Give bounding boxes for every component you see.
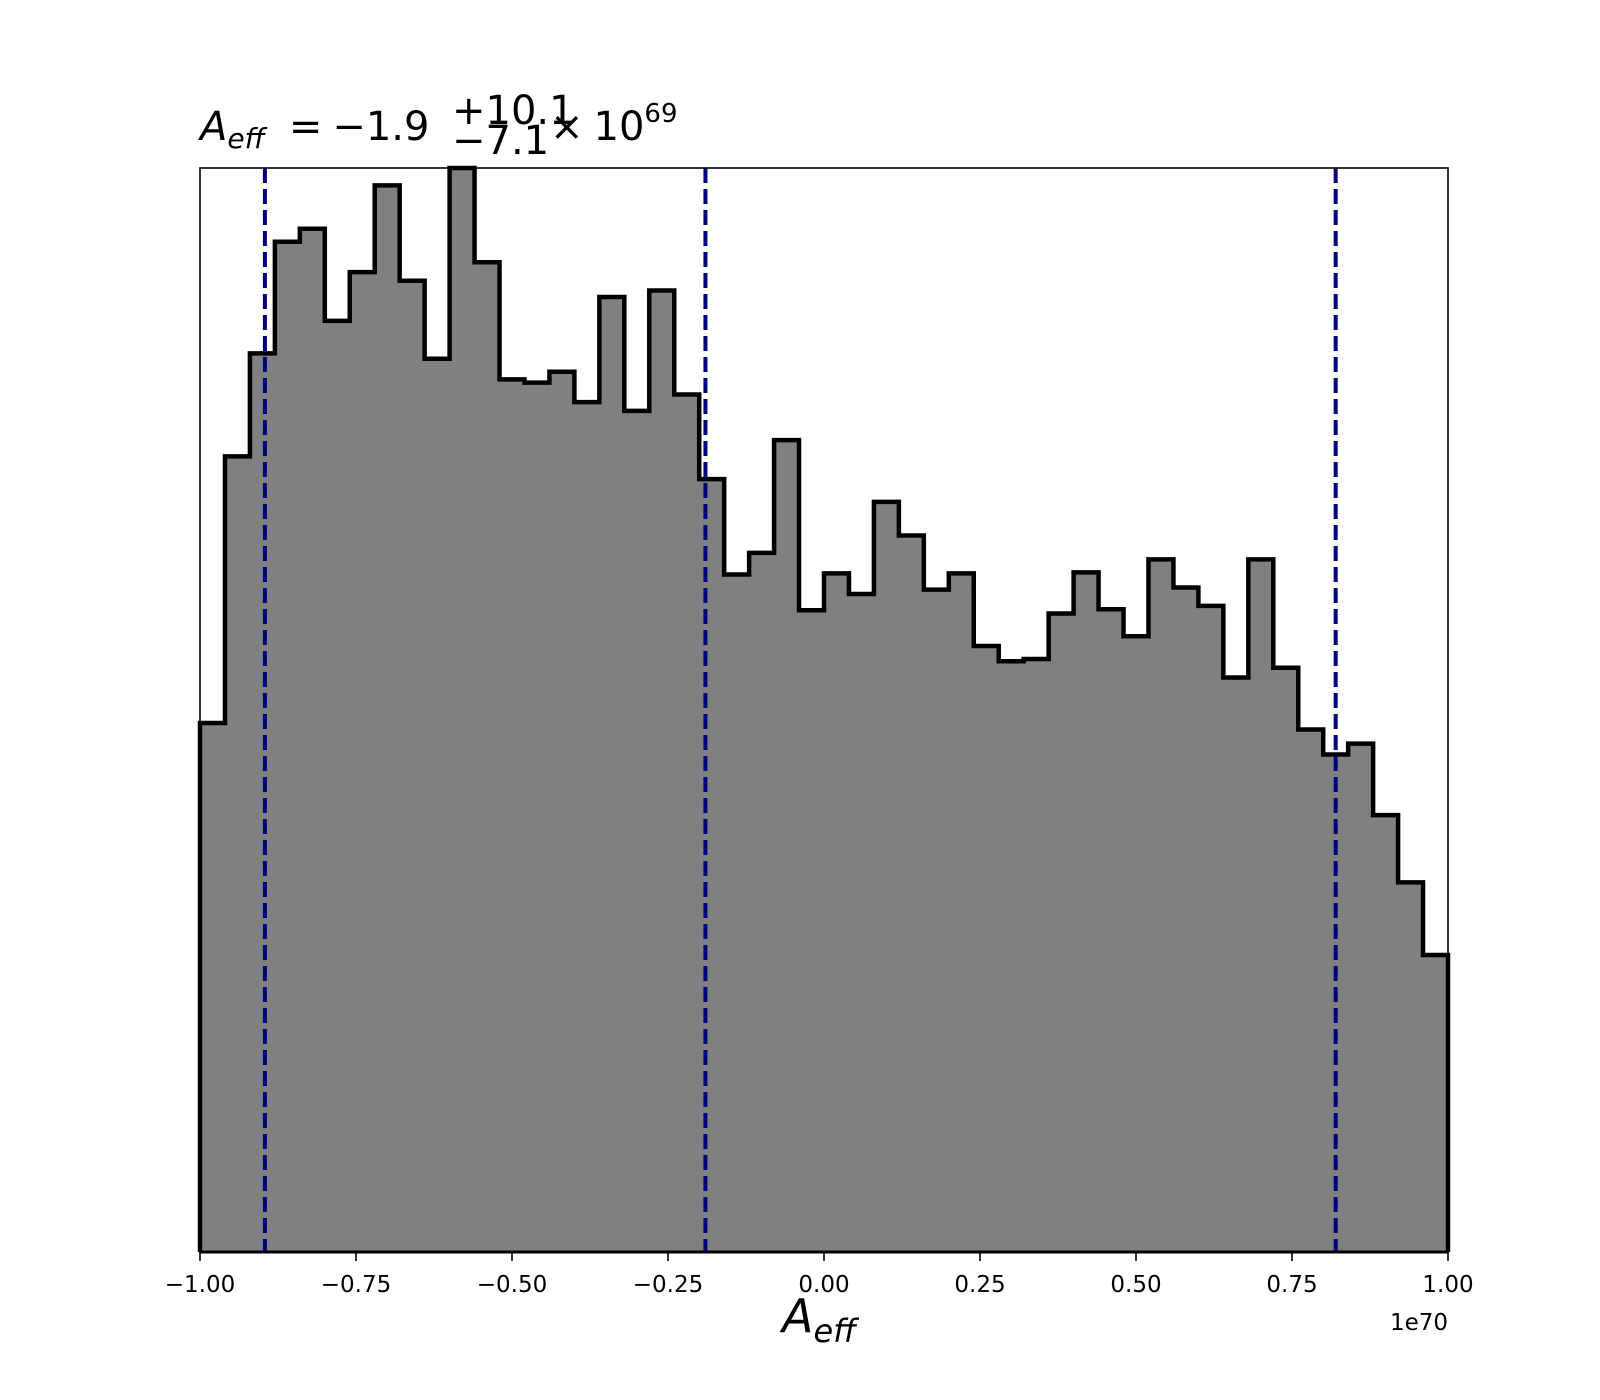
x-axis-ticks: −1.00 −0.75 −0.50 −0.25 0.00 0.25 0.50 0.75 1.00 <box>165 1252 1474 1298</box>
histogram-bar <box>274 241 301 1252</box>
histogram-bar <box>449 168 476 1252</box>
histogram-bar <box>549 371 575 1252</box>
histogram-bar <box>923 589 950 1252</box>
title-exponent: 69 <box>644 99 677 129</box>
histogram-bar <box>824 573 850 1252</box>
histogram-bar <box>249 353 276 1252</box>
histogram-bar <box>1373 815 1399 1252</box>
x-tick-label: −0.75 <box>321 1272 391 1298</box>
x-tick-label: 0.75 <box>1266 1272 1317 1298</box>
histogram-bar <box>574 402 600 1252</box>
x-tick-label: 0.50 <box>1110 1272 1161 1298</box>
histogram-bar <box>649 290 675 1252</box>
x-tick-label: 0.25 <box>954 1272 1005 1298</box>
x-tick-label: 1.00 <box>1422 1272 1473 1298</box>
histogram-bar <box>1123 636 1150 1252</box>
title-upper-error: +10.1 <box>452 88 575 134</box>
x-tick-label: −0.50 <box>477 1272 547 1298</box>
histogram-bar <box>599 296 625 1253</box>
histogram-bar <box>724 574 750 1252</box>
histogram-bar <box>674 394 700 1252</box>
x-axis-offset-label: 1e70 <box>1390 1310 1448 1336</box>
histogram-bar <box>1298 729 1324 1252</box>
histogram-bar <box>1173 587 1199 1252</box>
histogram-bar <box>1223 677 1249 1252</box>
title-equals: = <box>289 104 323 150</box>
histogram-bar <box>324 320 351 1252</box>
histogram-bar <box>299 228 326 1253</box>
x-tick-label: −1.00 <box>165 1272 235 1298</box>
histogram-bar <box>973 646 1000 1252</box>
title-lower-error: −7.1 <box>452 118 549 164</box>
histogram-bar <box>224 456 251 1252</box>
title-symbol: A <box>197 104 227 150</box>
histogram-bar <box>1423 954 1449 1252</box>
x-tick-label: −0.25 <box>633 1272 703 1298</box>
x-axis-label: Aeff <box>779 1289 860 1350</box>
histogram-bar <box>524 382 551 1253</box>
histogram-bar <box>749 552 775 1252</box>
histogram-bar <box>624 410 650 1252</box>
histogram-bar <box>948 573 975 1252</box>
histogram-bar <box>873 501 900 1252</box>
histogram-bar <box>374 185 401 1252</box>
title-base: 10 <box>594 104 645 150</box>
histogram-bar <box>848 594 875 1252</box>
histogram-bar <box>998 661 1025 1252</box>
histogram-bar <box>699 479 725 1252</box>
histogram-bar <box>1073 572 1100 1252</box>
histogram-bar <box>1148 559 1175 1252</box>
histogram-bar <box>1098 609 1125 1252</box>
title-times: × <box>550 104 584 150</box>
title-value: −1.9 <box>332 104 429 150</box>
histogram-bars <box>200 168 1449 1253</box>
histogram-bar <box>1023 659 1050 1252</box>
histogram-bar <box>1198 605 1224 1252</box>
histogram-bar <box>799 610 825 1252</box>
histogram-bar <box>424 358 451 1252</box>
histogram-bar <box>1398 882 1424 1252</box>
histogram-bar <box>499 379 526 1252</box>
histogram-outline <box>197 165 1451 1252</box>
histogram-bar <box>399 280 426 1253</box>
histogram-bar <box>1273 667 1299 1252</box>
histogram-bar <box>200 723 226 1252</box>
histogram-bar <box>1348 743 1374 1252</box>
histogram-bar <box>1248 559 1274 1252</box>
quantile-lines <box>262 168 1338 1252</box>
title-symbol-sub: eff <box>227 122 267 155</box>
histogram-bar <box>1048 613 1075 1252</box>
histogram-bar <box>474 262 501 1253</box>
histogram-bar <box>774 440 800 1253</box>
histogram-bar <box>349 272 376 1253</box>
chart-title: Aeff = −1.9 <box>197 104 429 155</box>
histogram-bar <box>898 535 925 1252</box>
x-tick-label: 0.00 <box>798 1272 849 1298</box>
title-multiplier: × 1069 <box>550 99 678 150</box>
